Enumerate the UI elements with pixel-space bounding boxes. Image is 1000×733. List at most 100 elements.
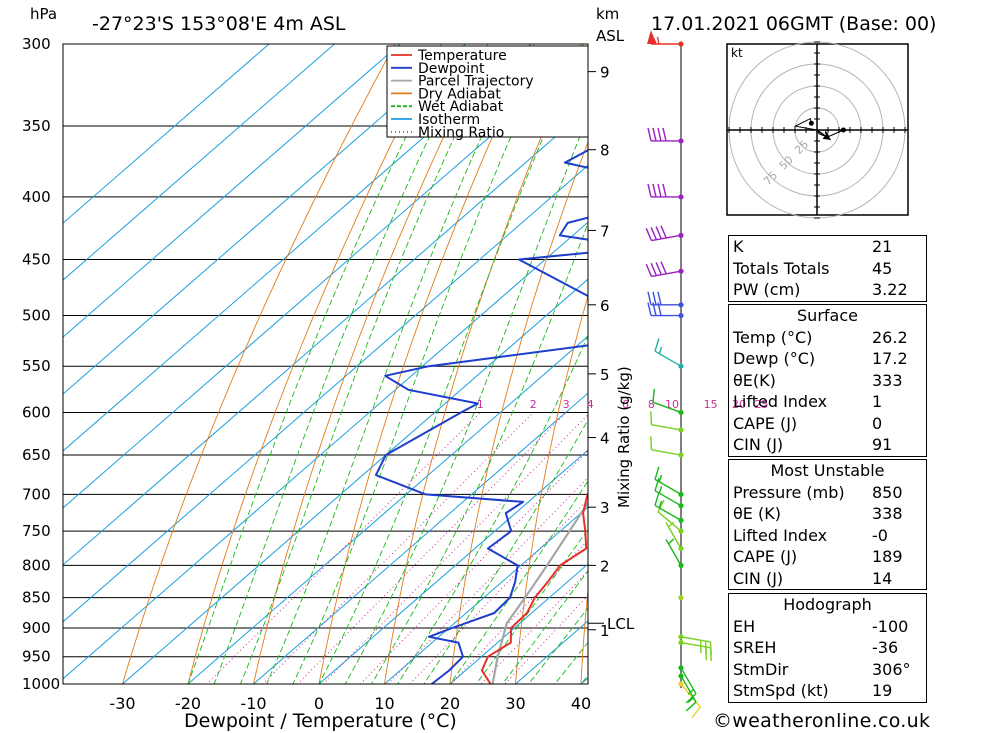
legend-label: Isotherm xyxy=(418,112,480,128)
temperature-tick-label: -30 xyxy=(109,694,135,713)
wind-barb xyxy=(654,338,684,369)
wind-barb xyxy=(657,499,684,534)
pressure-label: 850 xyxy=(22,589,51,607)
mixing-ratio-lines xyxy=(206,412,588,684)
pressure-label: 900 xyxy=(22,619,51,637)
hodograph-row: SREH -36 xyxy=(733,638,899,657)
hodograph-title-row: Hodograph xyxy=(783,595,872,614)
credit[interactable]: ©weatheronline.co.uk xyxy=(713,710,931,732)
barb-full xyxy=(685,693,697,704)
wet-adiabat xyxy=(292,44,553,684)
lcl-label: LCL xyxy=(607,615,635,633)
barb-full xyxy=(654,338,660,352)
height-tick-label: 2 xyxy=(600,557,610,575)
height-tick-label: 5 xyxy=(600,366,610,384)
barb-dot xyxy=(678,595,684,601)
pressure-label: 500 xyxy=(22,307,51,325)
wind-barb xyxy=(678,673,697,712)
barb-full xyxy=(704,641,708,655)
barb-half xyxy=(687,688,694,695)
barb-full xyxy=(645,263,653,277)
barb-full xyxy=(709,641,712,656)
indices-table: K 21 Totals Totals 45 PW (cm) 3.22 xyxy=(728,235,927,302)
barb-half xyxy=(668,538,675,545)
hodograph-point xyxy=(808,120,814,126)
barb-full xyxy=(685,701,697,712)
wind-barb xyxy=(665,538,684,568)
mixing-ratio-label: 6 xyxy=(622,398,629,411)
mixing-ratio-axis-label: Mixing Ratio (g/kg) xyxy=(615,366,633,508)
barb-full xyxy=(654,492,660,506)
pressure-label: 800 xyxy=(22,556,51,574)
mixing-ratio-label: 2 xyxy=(530,398,537,411)
hodograph-unit: kt xyxy=(731,46,743,60)
wind-barb xyxy=(652,388,684,416)
wet-adiabats xyxy=(187,44,588,684)
barb-full xyxy=(691,706,701,719)
wind-barb xyxy=(654,477,684,509)
wind-barb xyxy=(654,492,684,523)
barb-full xyxy=(654,466,660,480)
isotherm xyxy=(253,392,588,684)
isotherm xyxy=(63,44,270,224)
barb-full xyxy=(660,225,667,239)
mixing-ratio-label: 3 xyxy=(563,398,570,411)
isotherm xyxy=(449,563,588,684)
wet-adiabat xyxy=(318,44,584,684)
asl-unit: ASL xyxy=(596,27,625,45)
hodograph-point xyxy=(840,127,846,133)
mixing-ratio-line xyxy=(206,412,481,684)
index-row: Totals Totals 45 xyxy=(733,258,893,278)
barb-full xyxy=(655,226,662,240)
mixing-ratio-label: 8 xyxy=(648,398,655,411)
wind-barbs xyxy=(645,30,712,719)
most-unstable-row: Pressure (mb) 850 xyxy=(733,482,903,502)
barb-half xyxy=(658,500,663,509)
mixing-ratio-line xyxy=(296,412,567,684)
wind-barb xyxy=(678,681,701,719)
dry-adiabat xyxy=(187,44,442,684)
storm-motion-arrowhead xyxy=(822,132,831,140)
mixing-ratio-label: 1 xyxy=(477,398,484,411)
dry-adiabat xyxy=(580,586,588,684)
barb-staff xyxy=(657,511,682,532)
dry-adiabat xyxy=(515,294,588,684)
surface-table: Surface Temp (°C) 26.2 Dewp (°C) 17.2 θE(K… xyxy=(728,304,927,457)
hodograph-row: StmSpd (kt) 19 xyxy=(733,681,893,700)
location-title: -27°23'S 153°08'E 4m ASL xyxy=(92,13,346,35)
wet-adiabat xyxy=(501,569,588,684)
legend-label: Mixing Ratio xyxy=(418,125,504,141)
wind-barb xyxy=(647,291,684,308)
dewpoint-line xyxy=(374,149,588,684)
barb-full xyxy=(650,263,658,276)
height-tick-label: 6 xyxy=(600,297,610,315)
temperature-tick-label: 30 xyxy=(505,694,525,713)
mixing-ratio-line xyxy=(480,570,588,684)
barb-full xyxy=(647,291,652,305)
pressure-label: 400 xyxy=(22,188,51,206)
barb-full xyxy=(657,499,665,513)
isotherm xyxy=(187,335,588,684)
barb-half xyxy=(658,486,663,494)
barb-full xyxy=(662,127,667,142)
barb-full xyxy=(652,127,657,142)
pressure-unit: hPa xyxy=(30,5,57,23)
wind-barb xyxy=(645,225,684,242)
wind-barb xyxy=(650,411,684,433)
surface-row: Dewp (°C) 17.2 xyxy=(733,349,908,368)
barb-full xyxy=(657,127,662,142)
temperature-axis-labels: -30 -20 -10 0 10 20 30 40 xyxy=(109,694,591,713)
parcel-trajectory-line xyxy=(491,500,588,684)
barb-full xyxy=(662,183,667,198)
mixing-ratio-line xyxy=(262,412,534,684)
index-row: PW (cm) 3.22 xyxy=(733,280,908,299)
index-row: K 21 xyxy=(733,237,893,256)
isotherm xyxy=(63,107,588,566)
wet-adiabat xyxy=(528,607,588,684)
barb-half xyxy=(668,521,675,528)
x-axis-label: Dewpoint / Temperature (°C) xyxy=(184,710,457,732)
barb-staff xyxy=(652,401,682,414)
barb-full xyxy=(652,388,656,403)
barb-half xyxy=(687,697,694,703)
